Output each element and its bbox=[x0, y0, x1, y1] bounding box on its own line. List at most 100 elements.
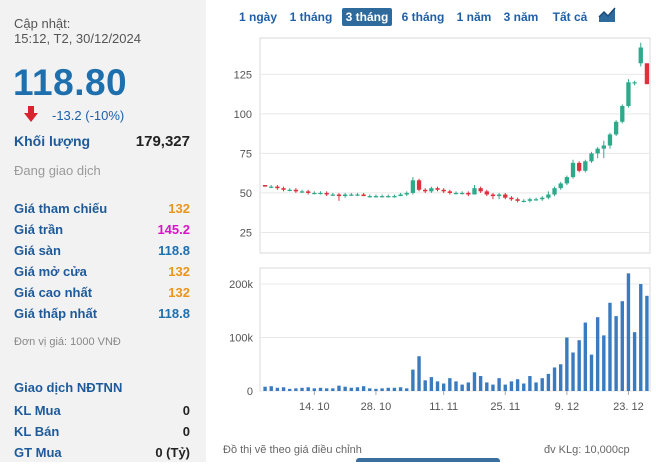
price-value: 132 bbox=[168, 201, 190, 216]
candles bbox=[262, 42, 650, 203]
tab-3-month[interactable]: 3 tháng bbox=[342, 8, 392, 26]
candle-body bbox=[398, 194, 403, 197]
trading-status: Đang giao dịch bbox=[14, 163, 101, 178]
x-tick-label: 25. 11 bbox=[490, 401, 520, 413]
volume-bar bbox=[497, 378, 501, 391]
price-tick-label: 100 bbox=[234, 109, 252, 121]
volume-bar bbox=[595, 317, 600, 391]
volume-bar bbox=[515, 379, 520, 391]
foreign-row-buy-volume: KL Mua 0 bbox=[14, 403, 190, 423]
volume-bar bbox=[626, 273, 631, 391]
price-value: 118.8 bbox=[158, 306, 190, 321]
volume-bar bbox=[355, 387, 360, 391]
price-value: 132 bbox=[168, 264, 190, 279]
volume-bar bbox=[343, 386, 347, 391]
foreign-label: KL Mua bbox=[14, 403, 61, 418]
tab-1-month[interactable]: 1 tháng bbox=[289, 10, 333, 24]
volume-bar bbox=[472, 372, 477, 391]
candle-body bbox=[447, 191, 452, 193]
volume-bar bbox=[398, 387, 403, 391]
update-time: 15:12, T2, 30/12/2024 bbox=[14, 31, 141, 46]
volume-bar bbox=[577, 340, 581, 391]
candle-body bbox=[441, 189, 446, 192]
candle-body bbox=[392, 196, 397, 198]
stock-info-panel: Cập nhật: 15:12, T2, 30/12/2024 118.80 -… bbox=[0, 0, 206, 462]
volume-bar bbox=[503, 384, 507, 391]
volume-tick-label: 200k bbox=[229, 279, 253, 291]
tab-3-year[interactable]: 3 năm bbox=[503, 10, 539, 24]
x-tick-label: 28. 10 bbox=[361, 401, 392, 413]
candle-body bbox=[429, 188, 434, 192]
candle-body bbox=[361, 194, 366, 197]
candle-body bbox=[460, 192, 465, 195]
candle-body bbox=[367, 196, 372, 198]
volume-bar bbox=[318, 387, 323, 391]
volume-unit-note: đv KLg: 10,000cp bbox=[544, 444, 630, 456]
foreign-row-sell-volume: KL Bán 0 bbox=[14, 424, 190, 444]
scroll-handle[interactable] bbox=[356, 458, 500, 462]
volume-bar bbox=[552, 367, 557, 391]
candle-body bbox=[336, 194, 342, 197]
volume-bar bbox=[392, 387, 397, 391]
candle-body bbox=[330, 194, 335, 196]
candle-body bbox=[275, 186, 280, 189]
volume-bar bbox=[448, 378, 452, 391]
candle-body bbox=[589, 153, 594, 162]
candle-body bbox=[287, 189, 292, 191]
volume-bar bbox=[571, 352, 575, 391]
candle-body bbox=[379, 196, 385, 198]
candle-body bbox=[269, 186, 274, 188]
unit-note: Đơn vị giá: 1000 VNĐ bbox=[14, 336, 121, 348]
foreign-row-buy-value: GT Mua 0 (Tỷ) bbox=[14, 445, 190, 465]
volume-bar bbox=[583, 322, 588, 391]
volume-bar bbox=[460, 384, 464, 391]
candle-body bbox=[515, 199, 520, 201]
candle-body bbox=[632, 82, 637, 84]
candle-body bbox=[312, 192, 317, 195]
candle-body bbox=[416, 180, 422, 190]
volume-bar bbox=[589, 354, 594, 391]
candle-body bbox=[478, 188, 483, 192]
candle-body bbox=[613, 121, 619, 135]
update-label: Cập nhật: bbox=[14, 16, 71, 31]
volume-bar bbox=[380, 388, 384, 391]
x-tick-label: 23. 12 bbox=[613, 401, 644, 413]
gridlines bbox=[260, 73, 650, 395]
candle-body bbox=[281, 188, 286, 190]
price-label: Giá tham chiếu bbox=[14, 201, 108, 216]
price-row-reference: Giá tham chiếu 132 bbox=[14, 201, 190, 221]
volume-bar bbox=[300, 387, 304, 391]
price-label: Giá trần bbox=[14, 222, 64, 237]
volume-bar bbox=[528, 376, 532, 391]
volume-bar bbox=[386, 387, 390, 391]
price-change: -13.2 (-10%) bbox=[52, 108, 125, 123]
tab-6-month[interactable]: 6 tháng bbox=[401, 10, 445, 24]
candle-body bbox=[410, 180, 416, 193]
candle-body bbox=[306, 191, 311, 193]
volume-bar bbox=[294, 388, 298, 391]
chart-type-icon[interactable] bbox=[598, 7, 616, 23]
candle-body bbox=[638, 47, 643, 64]
foreign-trading-title: Giao dịch NĐTNN bbox=[14, 380, 123, 395]
volume-bar bbox=[485, 382, 489, 391]
volume-bar bbox=[491, 384, 495, 391]
price-value: 132 bbox=[168, 285, 190, 300]
volume-bar bbox=[411, 369, 415, 391]
volume-bar bbox=[466, 382, 471, 391]
volume-bar bbox=[361, 386, 366, 391]
volume-bar bbox=[374, 388, 378, 391]
tab-1-year[interactable]: 1 năm bbox=[456, 10, 492, 24]
candle-body bbox=[386, 196, 391, 198]
volume-bar bbox=[540, 378, 544, 391]
footer-note: Đồ thị vẽ theo giá điều chỉnh bbox=[223, 444, 362, 456]
volume-bar bbox=[522, 383, 526, 391]
volume-bar bbox=[312, 388, 317, 391]
volume-bar bbox=[435, 381, 440, 391]
tab-all[interactable]: Tất cả bbox=[552, 10, 588, 24]
tab-1-day[interactable]: 1 ngày bbox=[238, 10, 277, 24]
candle-body bbox=[527, 199, 533, 201]
candle-body bbox=[472, 188, 477, 195]
candle-body bbox=[404, 192, 409, 195]
price-label: Giá sàn bbox=[14, 243, 61, 258]
